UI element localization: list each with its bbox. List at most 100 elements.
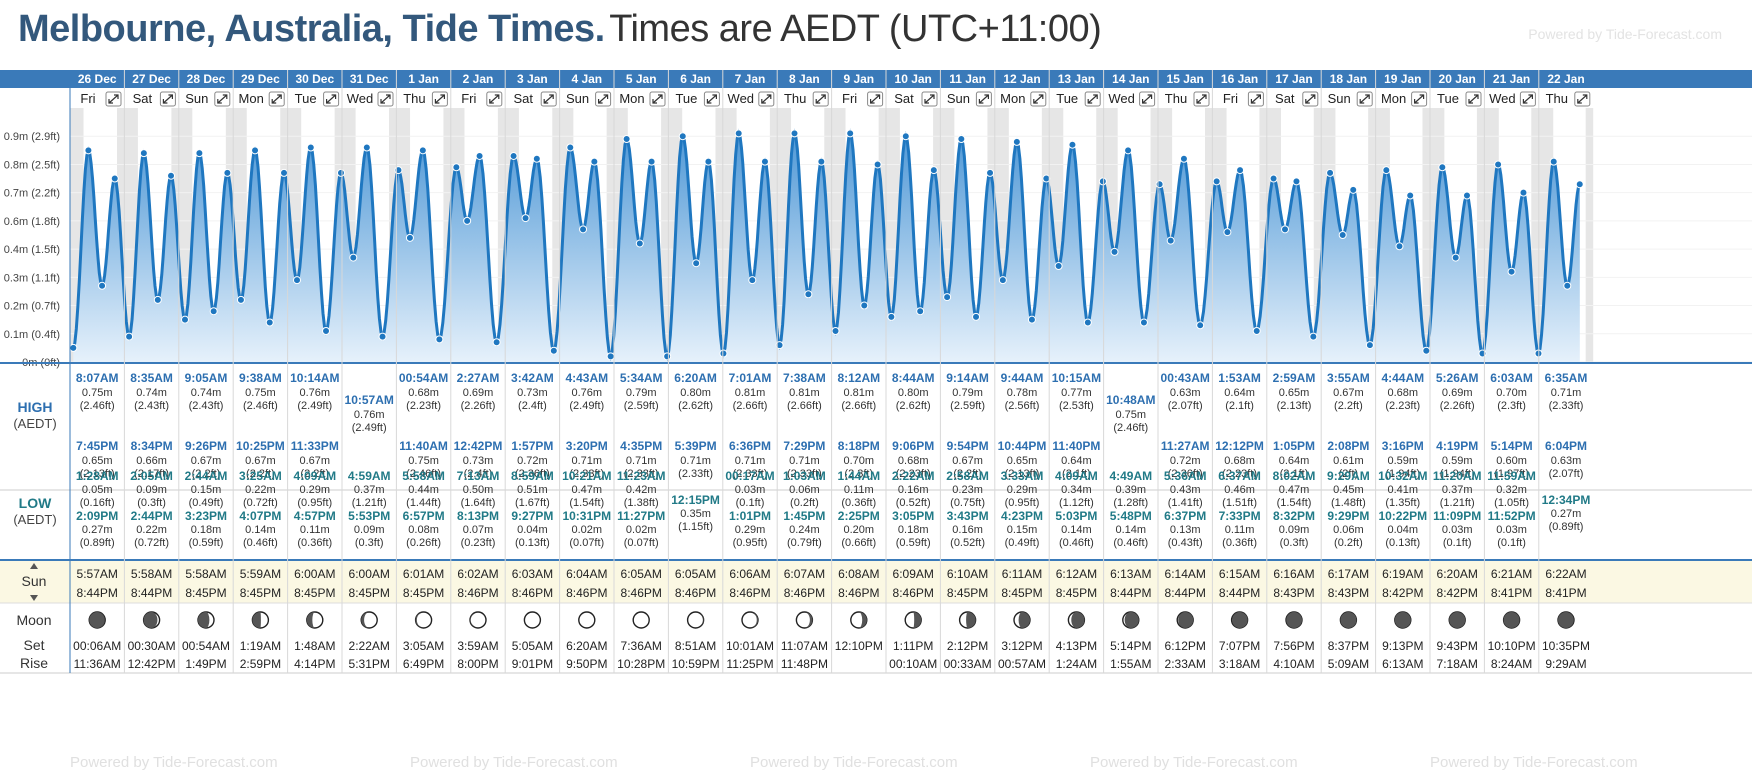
sunrise-time: 6:20AM xyxy=(1437,567,1478,581)
weekday-label: Sat xyxy=(1275,91,1295,106)
low-tide-time: 1:28AM xyxy=(76,469,119,483)
high-tide-point xyxy=(1575,180,1584,189)
low-tide-point xyxy=(236,295,245,304)
sunset-time: 8:45PM xyxy=(185,586,226,600)
high-tide-height-ft: (2.33ft) xyxy=(569,468,604,480)
high-tide-height-m: 0.79m xyxy=(952,387,983,399)
low-tide-height-m: 0.13m xyxy=(1170,524,1201,536)
moon-shadow xyxy=(1071,612,1085,628)
low-tide-point xyxy=(1281,225,1290,234)
high-tide-height-m: 0.77m xyxy=(1061,387,1092,399)
high-tide-point xyxy=(760,157,769,166)
high-tide-time: 11:27AM xyxy=(1161,439,1210,453)
date-label: 19 Jan xyxy=(1384,72,1421,86)
high-tide-time: 11:40PM xyxy=(1052,439,1100,453)
date-label: 16 Jan xyxy=(1221,72,1258,86)
date-label: 8 Jan xyxy=(789,72,820,86)
moonrise-time: 5:31PM xyxy=(349,657,390,671)
low-tide-height-ft: (0.43ft) xyxy=(1168,537,1203,549)
low-tide-time: 5:48PM xyxy=(1110,509,1152,523)
weekday-label: Sun xyxy=(1328,91,1351,106)
moon-shadow xyxy=(415,612,424,628)
low-tide-height-m: 0.09m xyxy=(354,524,385,536)
sunrise-time: 6:08AM xyxy=(838,567,879,581)
high-tide-height-ft: (2.26ft) xyxy=(1440,400,1475,412)
high-tide-height-m: 0.63m xyxy=(1551,455,1582,467)
sunrise-time: 6:14AM xyxy=(1165,567,1206,581)
high-tide-height-m: 0.71m xyxy=(735,455,766,467)
night-shade xyxy=(606,108,614,362)
high-tide-height-m: 0.80m xyxy=(898,387,929,399)
high-tide-point xyxy=(306,143,315,152)
moonset-time: 12:10PM xyxy=(835,639,883,653)
weekday-label: Wed xyxy=(1489,91,1516,106)
date-label: 22 Jan xyxy=(1547,72,1584,86)
high-tide-height-ft: (2.2ft) xyxy=(246,468,275,480)
sunrise-time: 6:13AM xyxy=(1110,567,1151,581)
night-shade xyxy=(443,108,451,362)
low-tide-point xyxy=(692,259,701,268)
weekday-label: Fri xyxy=(80,91,95,106)
low-tide-time: 9:29AM xyxy=(1327,469,1370,483)
low-tide-height-m: 0.24m xyxy=(789,524,820,536)
low-tide-time: 6:37AM xyxy=(1218,469,1261,483)
moon-phase-icon xyxy=(578,611,596,629)
high-tide-time: 1:53AM xyxy=(1218,371,1261,385)
moonset-time: 6:20AM xyxy=(566,639,607,653)
high-tide-point xyxy=(1438,163,1447,172)
high-tide-height-m: 0.68m xyxy=(408,387,439,399)
low-tide-time: 8:02AM xyxy=(1273,469,1316,483)
high-tide-time: 9:26PM xyxy=(185,439,227,453)
high-tide-height-m: 0.65m xyxy=(1007,455,1038,467)
weekday-label: Tue xyxy=(295,91,317,106)
low-tide-time: 3:43PM xyxy=(947,509,989,523)
low-tide-height-ft: (1.12ft) xyxy=(1059,497,1094,509)
powered-by-footer-text: Powered by Tide-Forecast.com xyxy=(1430,754,1638,771)
low-tide-time: 10:21AM xyxy=(562,469,611,483)
sunrise-time: 6:05AM xyxy=(675,567,716,581)
low-tide-time: 4:57PM xyxy=(294,509,336,523)
moonrise-time: 4:14PM xyxy=(294,657,335,671)
moonset-time: 1:48AM xyxy=(294,639,335,653)
low-tide-point xyxy=(98,281,107,290)
expand-arrows-icon xyxy=(162,94,173,104)
high-tide-height-ft: (2.23ft) xyxy=(1385,400,1420,412)
sunset-time: 8:44PM xyxy=(131,586,172,600)
sunset-time: 8:41PM xyxy=(1545,586,1586,600)
night-shade xyxy=(1313,108,1322,362)
sunrise-time: 6:07AM xyxy=(784,567,825,581)
low-tide-time: 4:07PM xyxy=(239,509,281,523)
low-tide-point xyxy=(293,276,302,285)
high-tide-time: 8:18PM xyxy=(838,439,880,453)
low-tide-time: 7:33PM xyxy=(1219,509,1261,523)
sun-up-arrow-icon xyxy=(30,563,38,569)
page-subtitle: Times are AEDT (UTC+11:00) xyxy=(609,8,1102,50)
high-tide-height-m: 0.76m xyxy=(354,409,385,421)
date-label: 31 Dec xyxy=(350,72,389,86)
low-tide-height-m: 0.08m xyxy=(408,524,439,536)
low-tide-time: 7:13AM xyxy=(457,469,500,483)
weekday-label: Thu xyxy=(403,91,425,106)
low-tide-height-m: 0.04m xyxy=(517,524,548,536)
low-tide-time: 6:37PM xyxy=(1164,509,1206,523)
low-tide-time: 5:58AM xyxy=(402,469,445,483)
tide-chart: 0m (0ft)0.1m (0.4ft)0.2m (0.7ft)0.3m (1.… xyxy=(0,70,1752,674)
high-tide-height-ft: (2.3ft) xyxy=(1497,400,1526,412)
sunset-time: 8:44PM xyxy=(77,586,118,600)
weekday-label: Fri xyxy=(461,91,476,106)
moonset-time: 10:01AM xyxy=(726,639,774,653)
y-tick-label: 0.3m (1.1ft) xyxy=(4,272,60,284)
low-tide-height-m: 0.29m xyxy=(300,484,331,496)
low-tide-height-m: 0.14m xyxy=(1061,524,1092,536)
high-tide-point xyxy=(1124,146,1133,155)
date-label: 2 Jan xyxy=(463,72,494,86)
y-tick-label: 0.1m (0.4ft) xyxy=(4,329,60,341)
sunset-time: 8:46PM xyxy=(457,586,498,600)
low-tide-height-ft: (0.89ft) xyxy=(80,537,115,549)
high-tide-time: 6:20AM xyxy=(674,371,717,385)
moonset-time: 9:43PM xyxy=(1437,639,1478,653)
moonrise-time: 9:29AM xyxy=(1545,657,1586,671)
low-tide-height-m: 0.37m xyxy=(1442,484,1473,496)
high-tide-point xyxy=(452,163,461,172)
low-tide-height-m: 0.44m xyxy=(408,484,439,496)
